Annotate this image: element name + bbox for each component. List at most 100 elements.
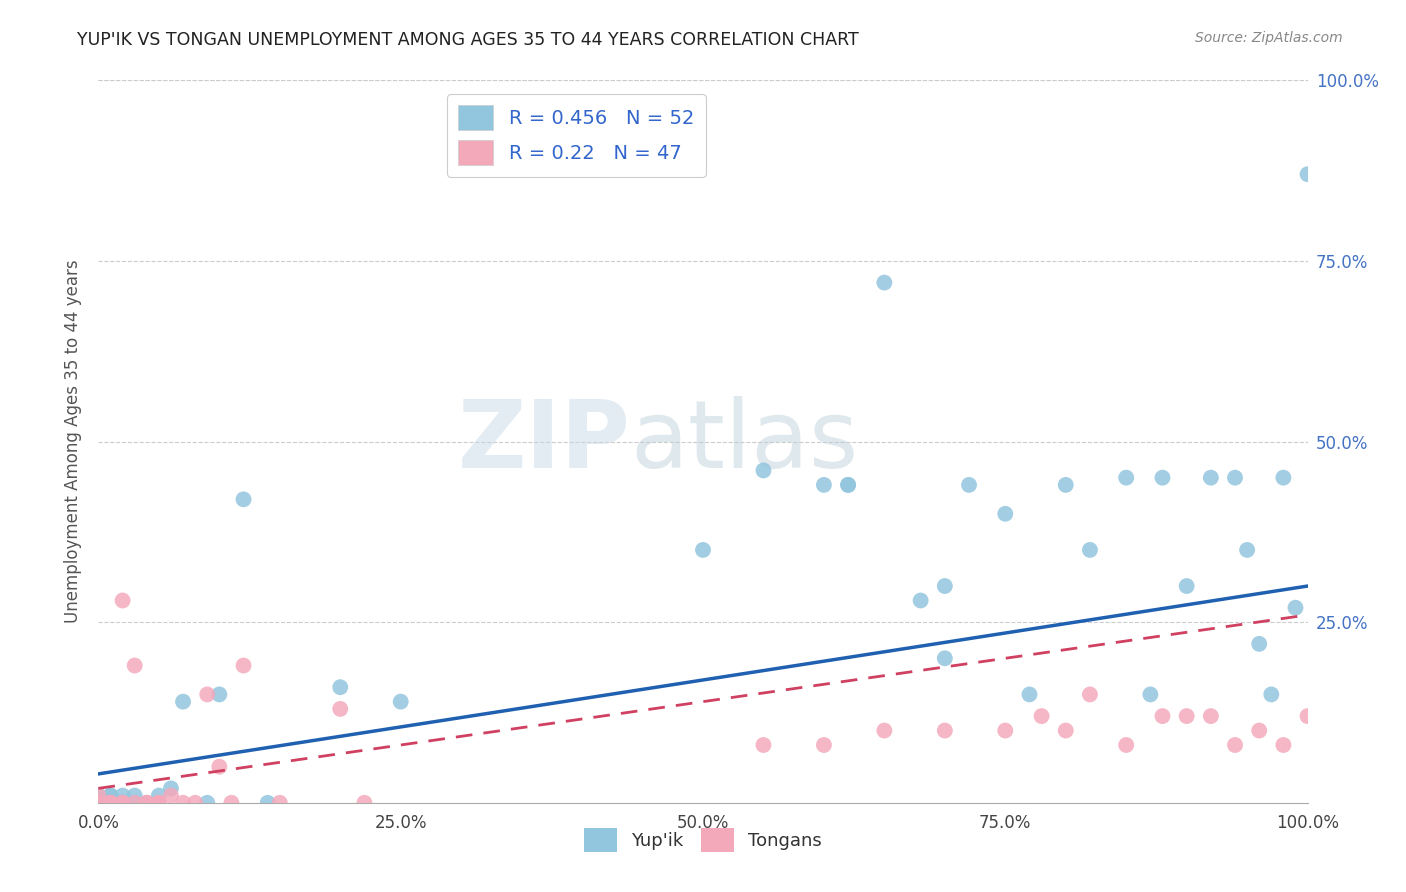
Text: atlas: atlas (630, 395, 859, 488)
Point (1152, 470, 1174, 484)
Point (232, 658, 254, 673)
Point (1078, 687, 1101, 701)
Point (195, 796, 218, 810)
Point (1031, 709, 1053, 723)
Point (100, 796, 122, 810)
Point (329, 702, 352, 716)
Point (1296, 167, 1319, 181)
Point (160, 781, 183, 796)
Point (87, 796, 110, 810)
Point (148, 796, 170, 810)
Point (100, 789, 122, 803)
Point (1249, 637, 1271, 651)
Point (934, 579, 956, 593)
Point (1199, 470, 1222, 484)
Point (837, 478, 859, 492)
Text: YUP'IK VS TONGAN UNEMPLOYMENT AMONG AGES 35 TO 44 YEARS CORRELATION CHART: YUP'IK VS TONGAN UNEMPLOYMENT AMONG AGES… (77, 31, 859, 49)
Point (87, 789, 110, 803)
Point (111, 796, 134, 810)
Point (87, 789, 110, 803)
Point (111, 789, 134, 803)
Point (111, 796, 134, 810)
Point (329, 680, 352, 694)
Point (1272, 470, 1295, 484)
Point (1175, 709, 1198, 723)
Point (87, 789, 110, 803)
Point (87, 796, 110, 810)
Point (135, 796, 157, 810)
Point (87, 796, 110, 810)
Point (1115, 738, 1137, 752)
Point (1223, 470, 1246, 484)
Point (1223, 738, 1246, 752)
Point (111, 593, 134, 607)
Point (87, 796, 110, 810)
Point (232, 492, 254, 507)
Legend: Yup'ik, Tongans: Yup'ik, Tongans (576, 822, 830, 859)
Point (256, 796, 278, 810)
Y-axis label: Unemployment Among Ages 35 to 44 years: Unemployment Among Ages 35 to 44 years (63, 260, 82, 624)
Point (269, 796, 291, 810)
Point (100, 796, 122, 810)
Point (994, 507, 1017, 521)
Point (124, 796, 146, 810)
Point (873, 723, 896, 738)
Point (172, 796, 194, 810)
Point (135, 796, 157, 810)
Point (1199, 709, 1222, 723)
Point (87, 796, 110, 810)
Point (873, 276, 896, 290)
Point (148, 789, 170, 803)
Point (160, 789, 183, 803)
Point (1175, 579, 1198, 593)
Point (1139, 687, 1161, 701)
Point (208, 687, 231, 701)
Point (752, 463, 775, 477)
Point (1272, 738, 1295, 752)
Point (910, 593, 932, 607)
Point (934, 723, 956, 738)
Point (124, 658, 146, 673)
Point (1284, 600, 1306, 615)
Point (87, 789, 110, 803)
Point (353, 796, 375, 810)
Point (752, 738, 775, 752)
Point (87, 796, 110, 810)
Point (100, 796, 122, 810)
Text: ZIP: ZIP (457, 395, 630, 488)
Point (1078, 542, 1101, 557)
Point (100, 796, 122, 810)
Point (100, 796, 122, 810)
Point (87, 796, 110, 810)
Point (100, 796, 122, 810)
Point (148, 796, 170, 810)
Point (135, 796, 157, 810)
Point (837, 478, 859, 492)
Point (813, 738, 835, 752)
Point (87, 796, 110, 810)
Point (1054, 723, 1077, 738)
Point (1152, 709, 1174, 723)
Point (100, 789, 122, 803)
Point (1115, 470, 1137, 484)
Point (1236, 542, 1258, 557)
Point (195, 687, 218, 701)
Point (221, 796, 243, 810)
Text: Source: ZipAtlas.com: Source: ZipAtlas.com (1195, 31, 1343, 45)
Point (208, 760, 231, 774)
Point (184, 796, 207, 810)
Point (389, 695, 412, 709)
Point (994, 723, 1017, 738)
Point (111, 796, 134, 810)
Point (934, 651, 956, 665)
Point (1018, 687, 1040, 701)
Point (124, 789, 146, 803)
Point (111, 796, 134, 810)
Point (1054, 478, 1077, 492)
Point (957, 478, 980, 492)
Point (813, 478, 835, 492)
Point (1260, 687, 1282, 701)
Point (124, 796, 146, 810)
Point (1249, 723, 1271, 738)
Point (87, 796, 110, 810)
